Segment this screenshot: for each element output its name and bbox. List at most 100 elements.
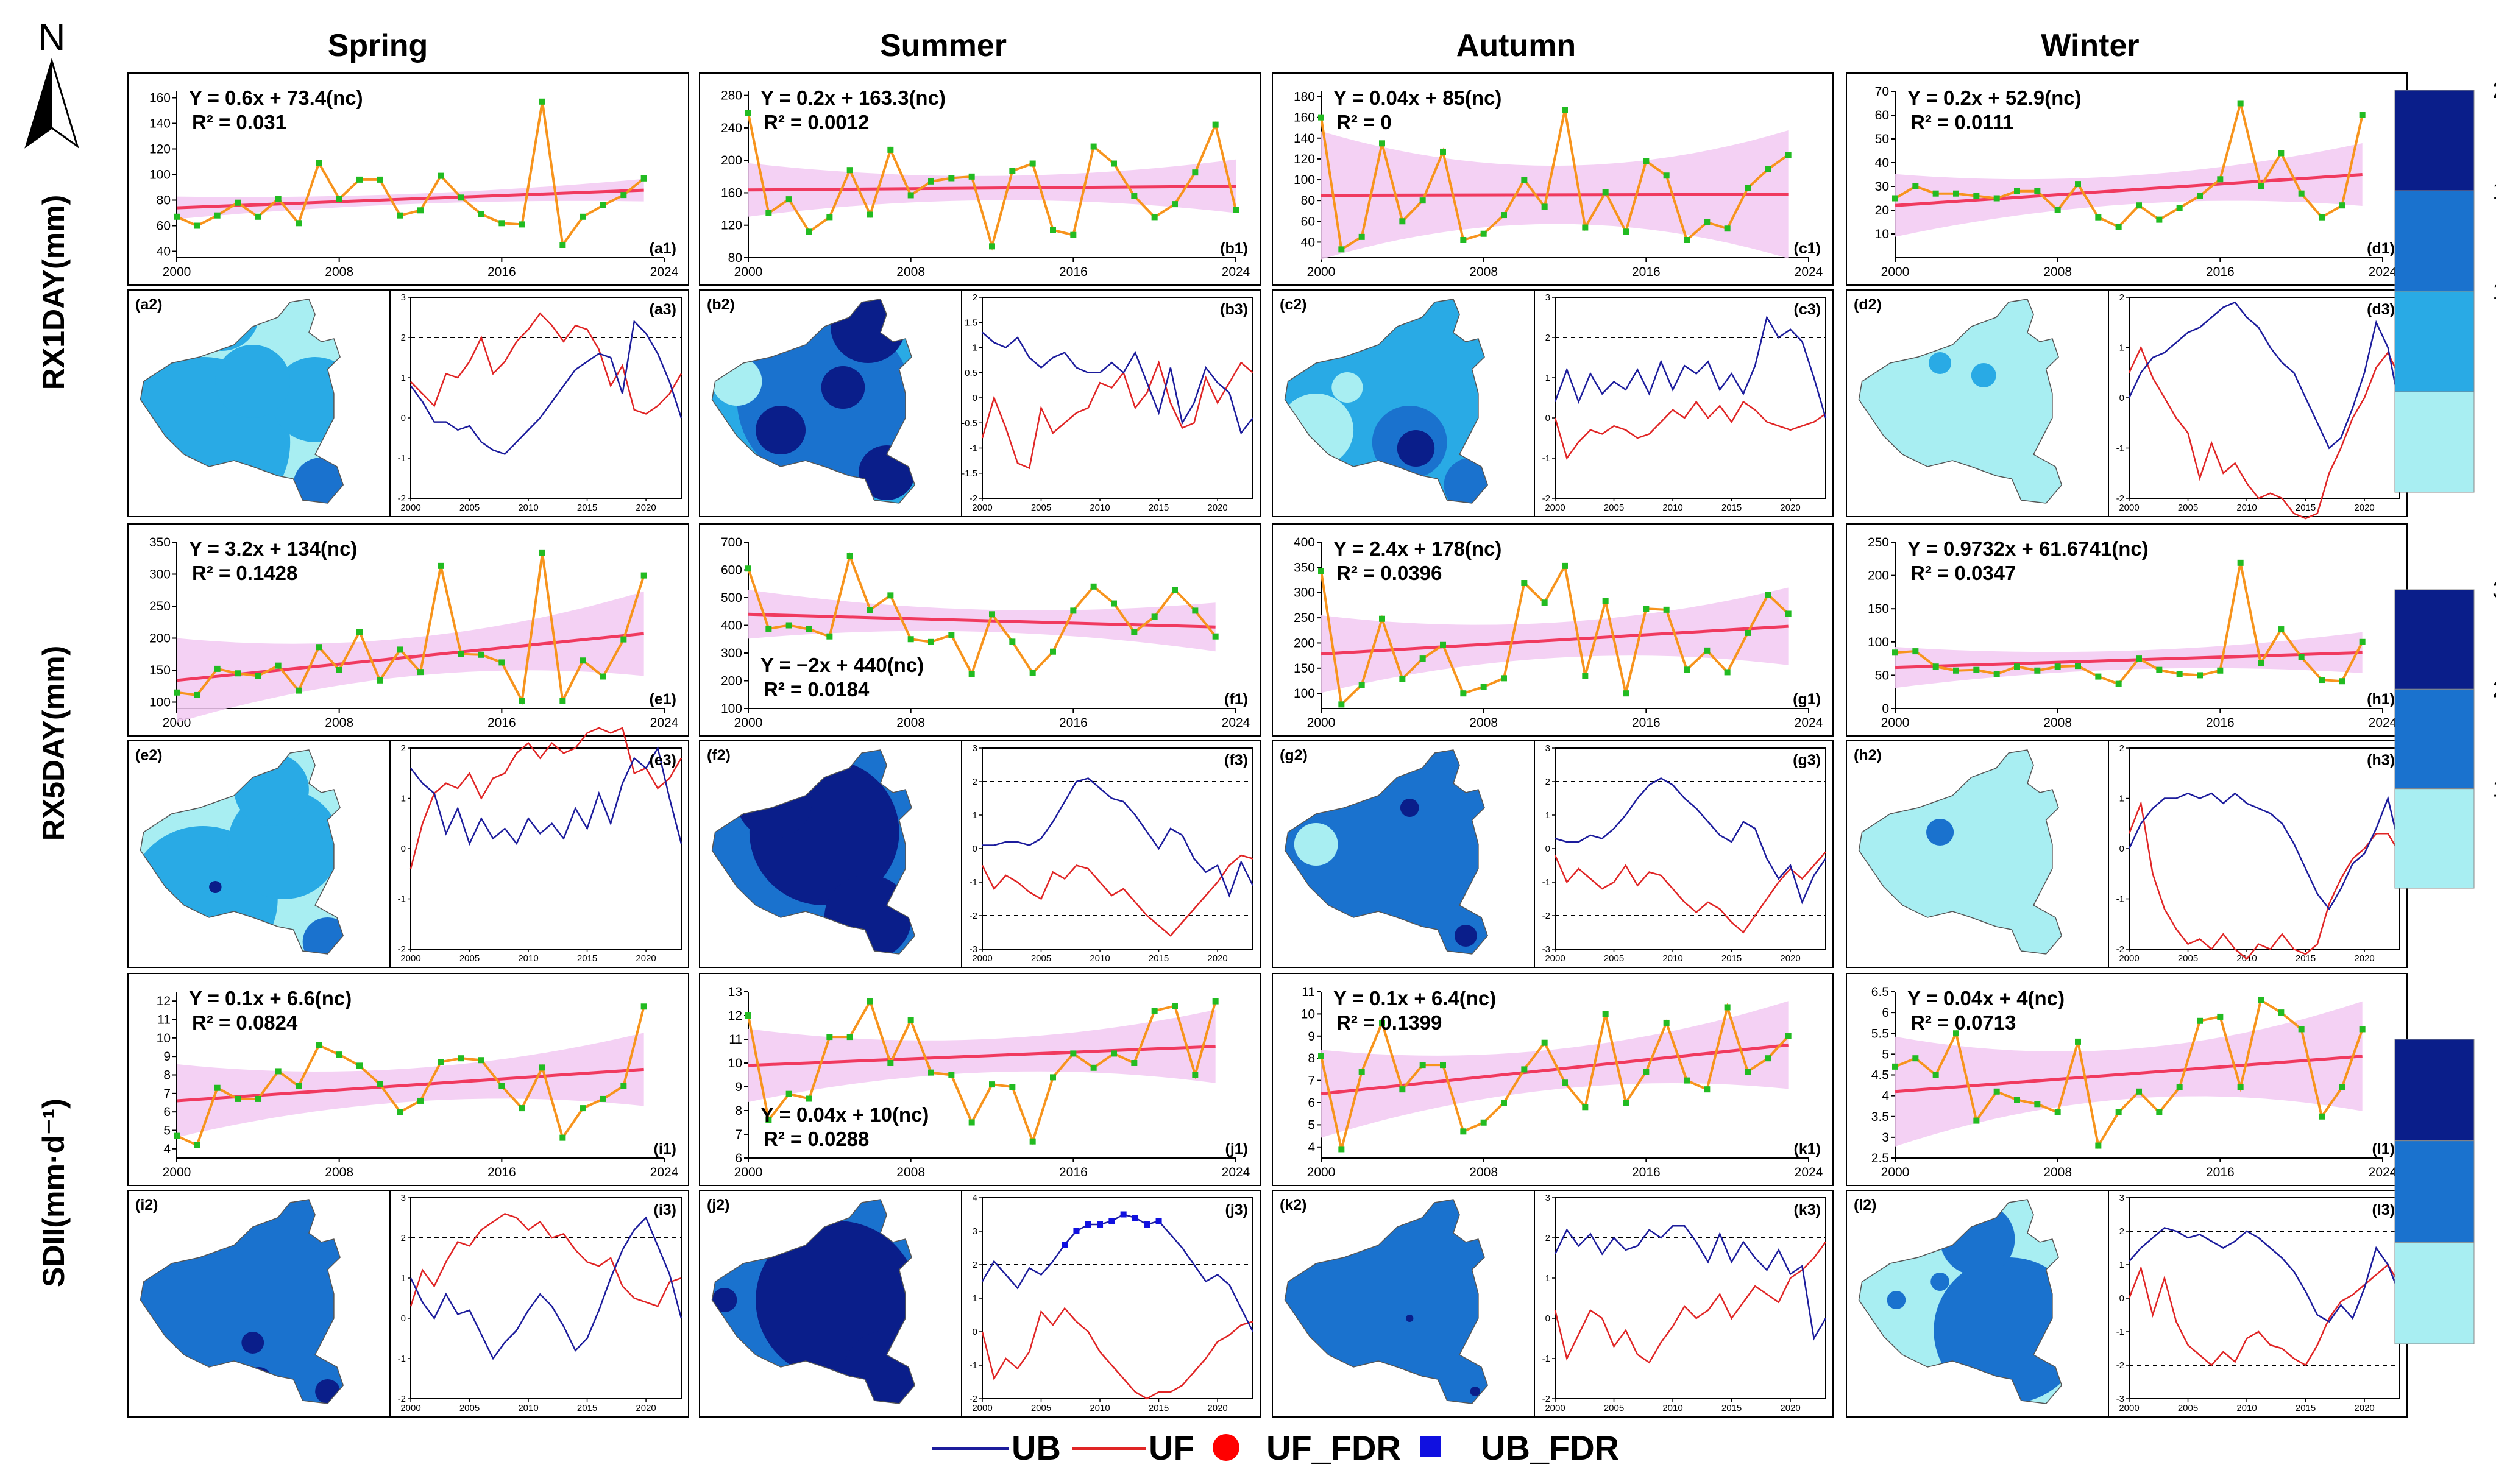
panel-label: (c2) (1280, 296, 1306, 313)
data-point (2034, 667, 2041, 674)
data-point (1172, 1003, 1178, 1009)
data-point (214, 665, 221, 672)
data-point (417, 669, 424, 676)
data-point (765, 1117, 772, 1123)
data-point (377, 677, 383, 684)
data-point (1684, 236, 1690, 243)
data-point (1602, 598, 1609, 604)
x-tick-label: 2000 (2119, 503, 2139, 513)
trend-line (1321, 193, 1789, 197)
data-point (745, 1012, 751, 1019)
data-point (1993, 195, 2000, 202)
x-tick-label: 2015 (577, 953, 597, 964)
data-point (2136, 202, 2142, 209)
data-point (785, 622, 792, 629)
x-tick-label: 2020 (2354, 953, 2374, 964)
data-point (1151, 613, 1158, 620)
trend-chart-f1: 100 200 300 400 500 600 700 2000 2008 2016 2024 Y =… (699, 523, 1261, 737)
panel-label: (h1) (2367, 691, 2395, 708)
y-tick-label: -3 (2116, 1394, 2124, 1404)
y-tick-label: 10 (728, 1056, 742, 1070)
trend-line (176, 1067, 644, 1103)
map-zone (241, 1332, 264, 1354)
x-tick-label: 2000 (1545, 1403, 1565, 1413)
y-tick-label: -2 (2116, 493, 2124, 504)
data-point (1192, 1072, 1199, 1078)
y-tick-label: 3 (401, 292, 406, 303)
trend-line (1895, 173, 2363, 207)
data-point (968, 1119, 975, 1126)
panel-label: (c3) (1794, 301, 1821, 318)
map-zone (1929, 352, 1952, 374)
ub-fdr-marker (1144, 1221, 1150, 1228)
data-point (1212, 633, 1219, 640)
data-point (765, 210, 772, 216)
y-tick-label: 10 (1875, 227, 1889, 241)
map-panel-b2: (b2) (699, 289, 962, 517)
panel-label: (d3) (2367, 301, 2395, 318)
r-squared: R² = 0.0111 (1910, 111, 2014, 133)
data-point (296, 220, 302, 227)
data-point (2176, 1084, 2183, 1090)
mk-chart-d3: -2 -1 0 1 2 2000 2005 2010 2015 2020 (d3) (2108, 289, 2408, 520)
y-tick-label: 150 (1868, 602, 1889, 616)
x-tick-label: 2000 (972, 503, 992, 513)
data-point (1704, 219, 1711, 225)
data-point (1684, 666, 1690, 673)
y-tick-label: 2 (973, 292, 977, 303)
y-tick-label: 80 (157, 194, 171, 208)
x-tick-label: 2000 (2119, 1403, 2139, 1413)
data-point (1745, 185, 1751, 191)
y-tick-label: 11 (157, 1013, 171, 1027)
panel-label: (a3) (650, 301, 676, 318)
x-tick-label: 2005 (2178, 503, 2198, 513)
mk-chart-e3: -2 -1 0 1 2 2000 2005 2010 2015 2020 (e3) (389, 727, 689, 968)
data-point (2319, 1113, 2325, 1120)
data-point (1070, 1050, 1077, 1057)
ub-line (410, 319, 682, 455)
y-tick-label: 8 (163, 1069, 171, 1083)
data-point (377, 1081, 383, 1087)
data-point (1562, 562, 1568, 569)
x-tick-label: 2015 (1721, 503, 1742, 513)
x-tick-label: 2010 (518, 1403, 538, 1413)
y-tick-label: 8 (735, 1104, 742, 1118)
data-point (1151, 214, 1158, 221)
data-point (1050, 1074, 1056, 1081)
panel-label: (k3) (1794, 1201, 1821, 1218)
trend-chart-k1: 4 5 6 7 8 9 10 11 2000 2008 2016 2024 Y = 0.1x + 6.4… (1272, 973, 1834, 1186)
data-point (2034, 1101, 2041, 1108)
data-point (316, 644, 322, 651)
data-point (174, 689, 180, 696)
map-outline (1284, 299, 1489, 504)
panel-label: (k2) (1280, 1196, 1306, 1214)
data-point (438, 1059, 444, 1065)
data-point (2095, 673, 2102, 680)
y-tick-label: 1 (2119, 794, 2124, 804)
y-tick-label: -1 (970, 877, 977, 888)
series-line (176, 101, 645, 249)
y-tick-label: 2.5 (1871, 1151, 1889, 1165)
mk-frame (1534, 1190, 1834, 1418)
x-tick-label: 2024 (1222, 1165, 1250, 1179)
data-point (2054, 1109, 2061, 1115)
data-point (2156, 216, 2163, 223)
x-tick-label: 2024 (2369, 1165, 2397, 1179)
x-tick-label: 2000 (1307, 265, 1336, 279)
colorbar-segment (2394, 90, 2475, 191)
data-point (1029, 160, 1036, 167)
data-point (438, 562, 444, 569)
mk-chart-i3: -2 -1 0 1 2 3 2000 2005 2010 2015 2020 (i3) (389, 1190, 689, 1418)
series-line (1320, 1003, 1790, 1150)
y-tick-label: 10 (157, 1031, 171, 1045)
data-point (1358, 682, 1365, 688)
data-point (316, 1042, 322, 1048)
data-point (1050, 648, 1056, 655)
data-point (316, 160, 322, 166)
data-point (968, 671, 975, 677)
map-panel-e2: (e2) (127, 740, 391, 968)
map-zone (712, 1288, 737, 1312)
y-tick-label: -2 (398, 1394, 406, 1404)
y-tick-label: -1 (398, 453, 406, 464)
y-tick-label: 3 (1545, 1193, 1550, 1203)
